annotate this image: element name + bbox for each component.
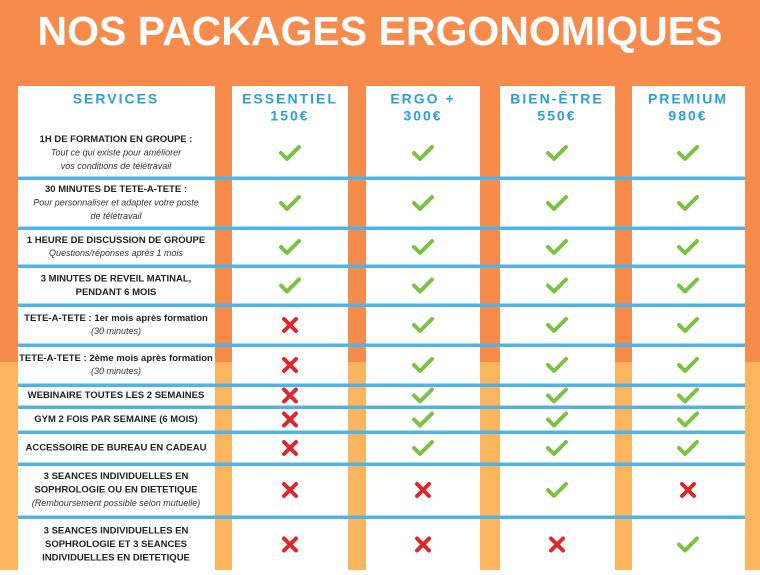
service-title: WEBINAIRE TOUTES LES 2 SEMAINES xyxy=(28,390,205,401)
row-separator xyxy=(18,303,745,307)
row-separator xyxy=(18,264,745,268)
check-icon xyxy=(412,440,434,456)
service-title: TETE-A-TETE : 1er mois après formation xyxy=(24,313,208,324)
service-title: SOPHROLOGIE OU EN DIETETIQUE xyxy=(34,485,197,496)
check-icon xyxy=(677,145,699,161)
check-icon xyxy=(546,195,568,211)
check-icon xyxy=(412,277,434,294)
service-title: TETE-A-TETE : 2ème mois après formation xyxy=(19,353,213,364)
row-separator xyxy=(18,226,745,230)
service-subtitle: de télétravail xyxy=(90,211,142,221)
cross-icon xyxy=(415,536,431,553)
check-icon xyxy=(412,387,434,404)
check-icon xyxy=(546,239,568,255)
cross-icon xyxy=(680,482,696,498)
cross-icon xyxy=(282,411,298,428)
row-separator xyxy=(18,343,745,347)
cross-icon xyxy=(282,357,298,373)
check-icon xyxy=(677,536,699,553)
service-subtitle: Tout ce qui existe pour améliorer xyxy=(51,147,182,157)
service-title: GYM 2 FOIS PAR SEMAINE (6 MOIS) xyxy=(34,414,197,425)
package-name: ESSENTIEL xyxy=(242,91,338,107)
service-title: 1H DE FORMATION EN GROUPE : xyxy=(40,134,193,145)
package-price: 550€ xyxy=(537,108,576,124)
cross-icon xyxy=(282,387,298,404)
check-icon xyxy=(546,357,568,373)
check-icon xyxy=(412,411,434,428)
check-icon xyxy=(412,239,434,255)
row-separator xyxy=(18,515,745,519)
row-separator xyxy=(18,176,745,180)
check-icon xyxy=(546,387,568,404)
row-separator xyxy=(18,430,745,434)
cross-icon xyxy=(282,440,298,456)
services-column xyxy=(18,86,215,570)
check-icon xyxy=(546,145,568,161)
row-separator xyxy=(18,405,745,409)
package-name: BIEN-ÊTRE xyxy=(510,90,603,107)
cross-icon xyxy=(282,536,298,553)
package-price: 300€ xyxy=(403,108,442,124)
row-separator xyxy=(18,383,745,387)
row-separator xyxy=(18,462,745,466)
service-title: SOPHROLOGIE ET 3 SEANCES xyxy=(45,539,187,550)
check-icon xyxy=(677,387,699,404)
service-subtitle: (Remboursement possible selon mutuelle) xyxy=(32,498,201,508)
check-icon xyxy=(279,145,301,161)
service-title: 3 SEANCES INDIVIDUELLES EN xyxy=(44,526,189,537)
check-icon xyxy=(677,239,699,255)
service-title: PENDANT 6 MOIS xyxy=(76,287,157,298)
service-title: 3 SEANCES INDIVIDUELLES EN xyxy=(44,471,189,482)
package-price: 150€ xyxy=(270,108,309,124)
service-title: INDIVIDUELLES EN DIETETIQUE xyxy=(42,553,190,564)
cross-icon xyxy=(549,536,565,553)
check-icon xyxy=(412,145,434,161)
service-title: 30 MINUTES DE TETE-A-TETE : xyxy=(45,184,187,195)
check-icon xyxy=(279,277,301,294)
check-icon xyxy=(546,277,568,294)
check-icon xyxy=(279,239,301,255)
cross-icon xyxy=(415,482,431,498)
service-title: ACCESSOIRE DE BUREAU EN CADEAU xyxy=(25,443,206,454)
check-icon xyxy=(279,195,301,211)
check-icon xyxy=(677,357,699,373)
check-icon xyxy=(677,195,699,211)
check-icon xyxy=(677,317,699,333)
check-icon xyxy=(677,277,699,294)
package-name: PREMIUM xyxy=(648,91,728,107)
package-name: ERGO + xyxy=(390,91,455,107)
check-icon xyxy=(546,440,568,456)
service-subtitle: Questions/réponses après 1 mois xyxy=(49,248,184,258)
check-icon xyxy=(412,195,434,211)
check-icon xyxy=(412,317,434,333)
cross-icon xyxy=(282,317,298,333)
service-subtitle: (30 minutes) xyxy=(91,326,141,336)
services-heading: SERVICES xyxy=(73,91,160,107)
service-subtitle: vos conditions de télétravail xyxy=(61,161,173,171)
check-icon xyxy=(677,440,699,456)
service-title: 3 MINUTES DE REVEIL MATINAL, xyxy=(41,273,192,284)
check-icon xyxy=(412,357,434,373)
check-icon xyxy=(546,317,568,333)
page-title: NOS PACKAGES ERGONOMIQUES xyxy=(38,8,723,54)
package-price: 980€ xyxy=(668,108,707,124)
cross-icon xyxy=(282,482,298,498)
check-icon xyxy=(546,482,568,498)
check-icon xyxy=(677,411,699,428)
check-icon xyxy=(546,411,568,428)
service-subtitle: (30 minutes) xyxy=(91,366,141,376)
service-subtitle: Pour personnaliser et adapter votre post… xyxy=(33,197,199,207)
service-title: 1 HEURE DE DISCUSSION DE GROUPE xyxy=(27,235,205,246)
